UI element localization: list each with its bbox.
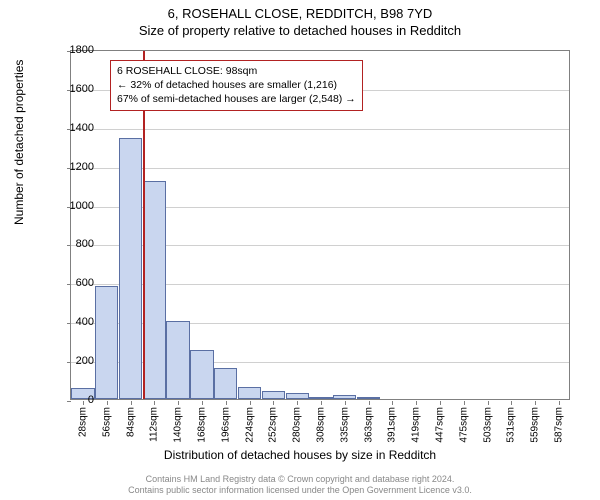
gridline xyxy=(71,168,569,169)
ytick-label: 1000 xyxy=(54,200,94,212)
footer-line1: Contains HM Land Registry data © Crown c… xyxy=(0,474,600,485)
xtick-label: 308sqm xyxy=(316,407,327,443)
xtick-label: 28sqm xyxy=(77,407,88,437)
ytick-label: 200 xyxy=(54,355,94,367)
xtick-mark xyxy=(464,401,465,405)
bar xyxy=(309,397,332,399)
xtick-label: 280sqm xyxy=(292,407,303,443)
page-title-line1: 6, ROSEHALL CLOSE, REDDITCH, B98 7YD xyxy=(0,6,600,21)
page-title-line2: Size of property relative to detached ho… xyxy=(0,23,600,38)
ytick-label: 600 xyxy=(54,277,94,289)
xtick-label: 84sqm xyxy=(125,407,136,437)
xtick-label: 224sqm xyxy=(244,407,255,443)
xtick-mark xyxy=(107,401,108,405)
xtick-label: 587sqm xyxy=(554,407,565,443)
ytick-label: 400 xyxy=(54,316,94,328)
xtick-label: 391sqm xyxy=(387,407,398,443)
annotation-line: ← 32% of detached houses are smaller (1,… xyxy=(117,78,356,92)
xtick-mark xyxy=(226,401,227,405)
annotation-box: 6 ROSEHALL CLOSE: 98sqm← 32% of detached… xyxy=(110,60,363,111)
annotation-line: 67% of semi-detached houses are larger (… xyxy=(117,92,356,106)
bar xyxy=(143,181,166,399)
xtick-label: 196sqm xyxy=(220,407,231,443)
xtick-label: 531sqm xyxy=(506,407,517,443)
y-axis-label: Number of detached properties xyxy=(12,60,26,225)
xtick-mark xyxy=(488,401,489,405)
xtick-label: 252sqm xyxy=(268,407,279,443)
xtick-mark xyxy=(321,401,322,405)
annotation-line: 6 ROSEHALL CLOSE: 98sqm xyxy=(117,64,356,78)
xtick-mark xyxy=(154,401,155,405)
xtick-mark xyxy=(369,401,370,405)
xtick-mark xyxy=(416,401,417,405)
bar xyxy=(166,321,189,399)
xtick-mark xyxy=(535,401,536,405)
xtick-mark xyxy=(131,401,132,405)
gridline xyxy=(71,129,569,130)
xtick-label: 559sqm xyxy=(530,407,541,443)
xtick-mark xyxy=(511,401,512,405)
xtick-mark xyxy=(440,401,441,405)
xtick-label: 335sqm xyxy=(339,407,350,443)
ytick-label: 0 xyxy=(54,394,94,406)
xtick-mark xyxy=(297,401,298,405)
bar xyxy=(95,286,118,399)
xtick-mark xyxy=(178,401,179,405)
ytick-label: 1800 xyxy=(54,44,94,56)
xtick-label: 363sqm xyxy=(363,407,374,443)
xtick-label: 140sqm xyxy=(173,407,184,443)
xtick-mark xyxy=(250,401,251,405)
xtick-mark xyxy=(559,401,560,405)
footer-line2: Contains public sector information licen… xyxy=(0,485,600,496)
xtick-mark xyxy=(273,401,274,405)
bar xyxy=(190,350,213,399)
xtick-label: 447sqm xyxy=(435,407,446,443)
bar xyxy=(286,393,309,399)
xtick-label: 419sqm xyxy=(411,407,422,443)
ytick-label: 1200 xyxy=(54,161,94,173)
ytick-label: 1400 xyxy=(54,122,94,134)
xtick-label: 475sqm xyxy=(458,407,469,443)
xtick-label: 168sqm xyxy=(196,407,207,443)
bar xyxy=(333,395,356,399)
x-axis-label: Distribution of detached houses by size … xyxy=(0,448,600,462)
xtick-label: 56sqm xyxy=(101,407,112,437)
bar xyxy=(238,387,261,399)
xtick-mark xyxy=(345,401,346,405)
footer: Contains HM Land Registry data © Crown c… xyxy=(0,474,600,497)
bar xyxy=(119,138,142,399)
xtick-label: 112sqm xyxy=(149,407,160,442)
chart: 28sqm56sqm84sqm112sqm140sqm168sqm196sqm2… xyxy=(70,50,570,400)
xtick-mark xyxy=(202,401,203,405)
xtick-label: 503sqm xyxy=(482,407,493,443)
bar xyxy=(357,397,380,399)
bar xyxy=(262,391,285,399)
xtick-mark xyxy=(392,401,393,405)
ytick-label: 800 xyxy=(54,238,94,250)
bar xyxy=(214,368,237,399)
ytick-label: 1600 xyxy=(54,83,94,95)
